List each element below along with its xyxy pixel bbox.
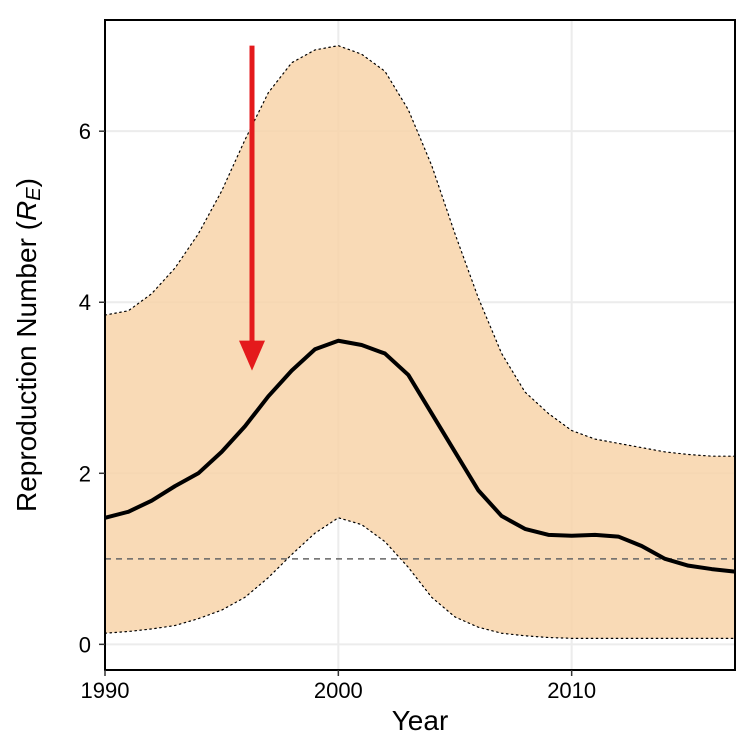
y-tick-label: 4 (79, 290, 91, 315)
x-tick-label: 2000 (314, 678, 363, 703)
y-tick-label: 6 (79, 119, 91, 144)
y-tick-label: 2 (79, 461, 91, 486)
y-axis-title: Reproduction Number (RE) (11, 178, 45, 512)
x-tick-label: 1990 (81, 678, 130, 703)
y-tick-label: 0 (79, 632, 91, 657)
x-tick-label: 2010 (547, 678, 596, 703)
x-axis-title: Year (392, 705, 449, 736)
chart-svg: 1990 2000 2010 0 2 4 6 Year Reproduction Number … (0, 0, 754, 750)
reproduction-number-chart: 1990 2000 2010 0 2 4 6 Year Reproduction Number … (0, 0, 754, 750)
